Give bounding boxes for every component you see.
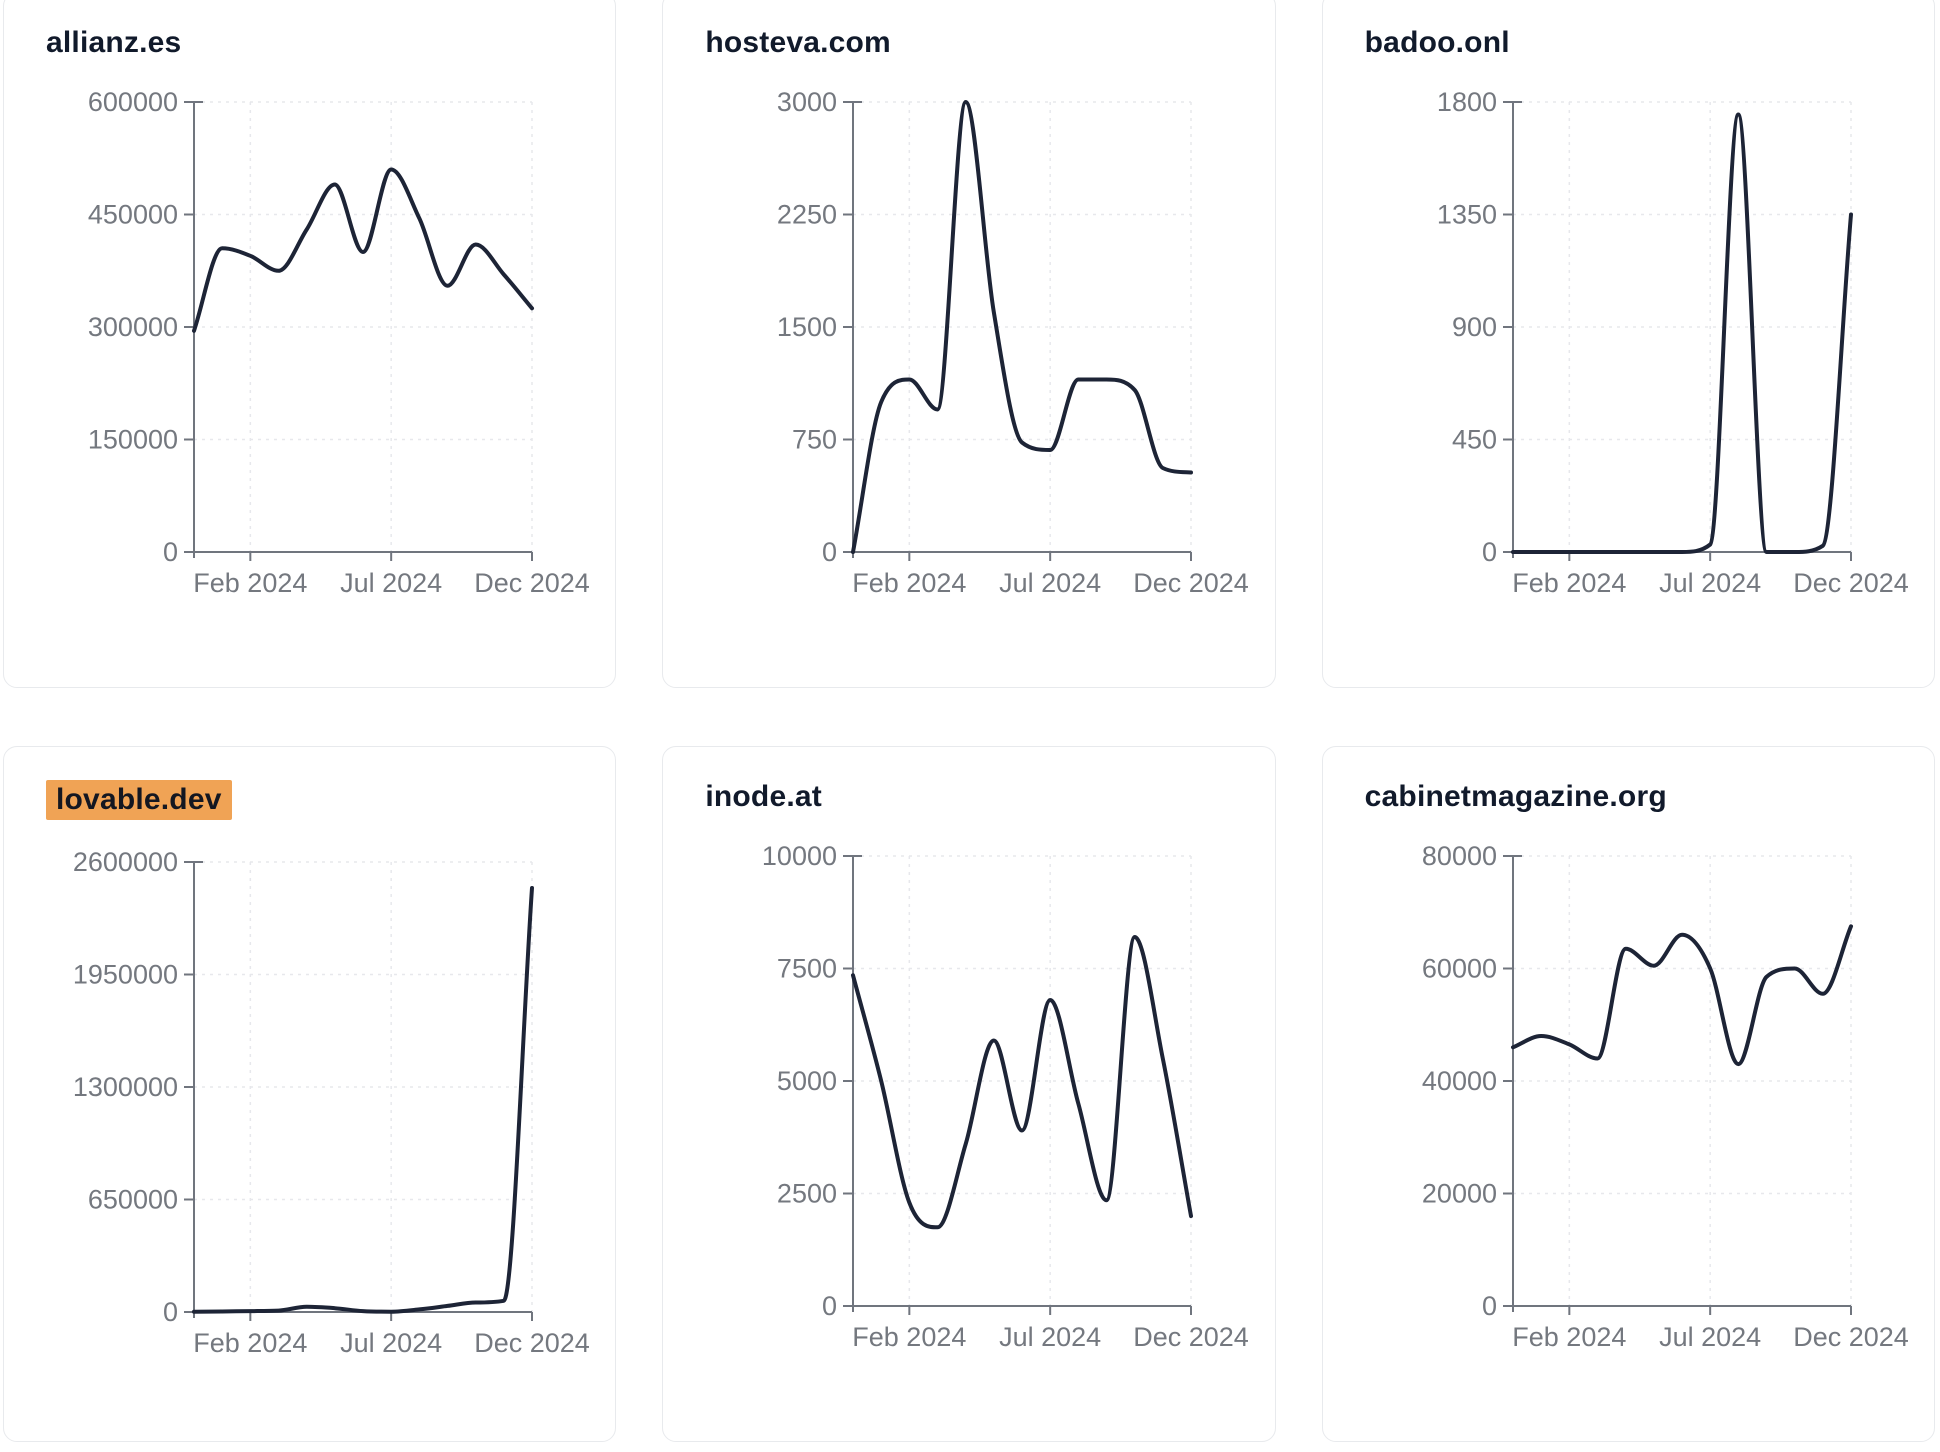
chart-title: badoo.onl xyxy=(1364,26,1510,59)
chart-title: allianz.es xyxy=(46,26,182,59)
svg-text:20000: 20000 xyxy=(1422,1179,1497,1209)
svg-text:0: 0 xyxy=(822,1291,837,1321)
svg-text:60000: 60000 xyxy=(1422,954,1497,984)
svg-text:Feb 2024: Feb 2024 xyxy=(193,568,307,598)
svg-text:0: 0 xyxy=(1482,1291,1497,1321)
svg-text:Feb 2024: Feb 2024 xyxy=(853,1322,967,1352)
svg-text:600000: 600000 xyxy=(88,87,178,117)
svg-text:450: 450 xyxy=(1452,425,1497,455)
svg-text:Feb 2024: Feb 2024 xyxy=(1512,568,1626,598)
svg-text:0: 0 xyxy=(163,1297,178,1327)
svg-text:Jul 2024: Jul 2024 xyxy=(1659,1322,1761,1352)
svg-text:1800: 1800 xyxy=(1437,87,1497,117)
chart-title: cabinetmagazine.org xyxy=(1364,780,1667,813)
svg-text:Jul 2024: Jul 2024 xyxy=(999,1322,1101,1352)
chart-title: inode.at xyxy=(705,780,822,813)
svg-text:7500: 7500 xyxy=(777,954,837,984)
svg-text:150000: 150000 xyxy=(88,425,178,455)
svg-text:300000: 300000 xyxy=(88,312,178,342)
chart-card: allianz.es 0 150000 300000 450000 600000 Feb … xyxy=(3,0,617,688)
svg-text:Dec 2024: Dec 2024 xyxy=(1134,568,1250,598)
line-chart: 0 20000 40000 60000 80000 Feb 2024 Jul 2024 Dec… xyxy=(1422,841,1909,1352)
svg-text:2600000: 2600000 xyxy=(73,847,178,877)
svg-text:450000: 450000 xyxy=(88,200,178,230)
line-chart: 0 150000 300000 450000 600000 Feb 2024 Jul 202… xyxy=(88,87,590,598)
svg-text:Jul 2024: Jul 2024 xyxy=(340,568,442,598)
chart-card: cabinetmagazine.org 0 20000 40000 60000 8000… xyxy=(1321,746,1935,1442)
svg-text:Dec 2024: Dec 2024 xyxy=(474,1328,590,1358)
svg-text:2500: 2500 xyxy=(777,1179,837,1209)
svg-text:Dec 2024: Dec 2024 xyxy=(1793,568,1909,598)
svg-text:1350: 1350 xyxy=(1437,200,1497,230)
chart-title-highlighted: lovable.dev xyxy=(46,780,232,820)
chart-card: lovable.dev 0 650000 1300000 1950000 2600000… xyxy=(3,746,617,1442)
svg-text:0: 0 xyxy=(822,537,837,567)
svg-text:1500: 1500 xyxy=(777,312,837,342)
svg-text:0: 0 xyxy=(1482,537,1497,567)
svg-text:Feb 2024: Feb 2024 xyxy=(193,1328,307,1358)
chart-card: hosteva.com 0 750 1500 2250 3000 Feb 2024 Jul … xyxy=(662,0,1276,688)
svg-text:Dec 2024: Dec 2024 xyxy=(1793,1322,1909,1352)
svg-text:3000: 3000 xyxy=(777,87,837,117)
svg-text:Jul 2024: Jul 2024 xyxy=(340,1328,442,1358)
svg-text:650000: 650000 xyxy=(88,1185,178,1215)
chart-title: hosteva.com xyxy=(705,26,891,59)
svg-text:1950000: 1950000 xyxy=(73,960,178,990)
svg-text:2250: 2250 xyxy=(777,200,837,230)
svg-text:Dec 2024: Dec 2024 xyxy=(474,568,590,598)
svg-text:40000: 40000 xyxy=(1422,1066,1497,1096)
svg-text:80000: 80000 xyxy=(1422,841,1497,871)
line-chart: 0 2500 5000 7500 10000 Feb 2024 Jul 2024 Dec 20… xyxy=(762,841,1250,1352)
svg-text:Feb 2024: Feb 2024 xyxy=(853,568,967,598)
svg-text:Feb 2024: Feb 2024 xyxy=(1512,1322,1626,1352)
svg-text:0: 0 xyxy=(163,537,178,567)
chart-card: badoo.onl 0 450 900 1350 1800 Feb 2024 Jul 202… xyxy=(1321,0,1935,688)
svg-text:900: 900 xyxy=(1452,312,1497,342)
svg-text:750: 750 xyxy=(792,425,837,455)
line-chart: 0 650000 1300000 1950000 2600000 Feb 2024 Jul … xyxy=(73,847,590,1358)
svg-text:Jul 2024: Jul 2024 xyxy=(999,568,1101,598)
svg-text:1300000: 1300000 xyxy=(73,1072,178,1102)
line-chart: 0 450 900 1350 1800 Feb 2024 Jul 2024 Dec 2024 xyxy=(1437,87,1909,598)
line-chart: 0 750 1500 2250 3000 Feb 2024 Jul 2024 Dec 2024 xyxy=(777,87,1250,598)
svg-text:5000: 5000 xyxy=(777,1066,837,1096)
svg-text:Dec 2024: Dec 2024 xyxy=(1134,1322,1250,1352)
svg-text:10000: 10000 xyxy=(762,841,837,871)
chart-card: inode.at 0 2500 5000 7500 10000 Feb 2024 Jul 2… xyxy=(662,746,1276,1442)
svg-text:Jul 2024: Jul 2024 xyxy=(1659,568,1761,598)
